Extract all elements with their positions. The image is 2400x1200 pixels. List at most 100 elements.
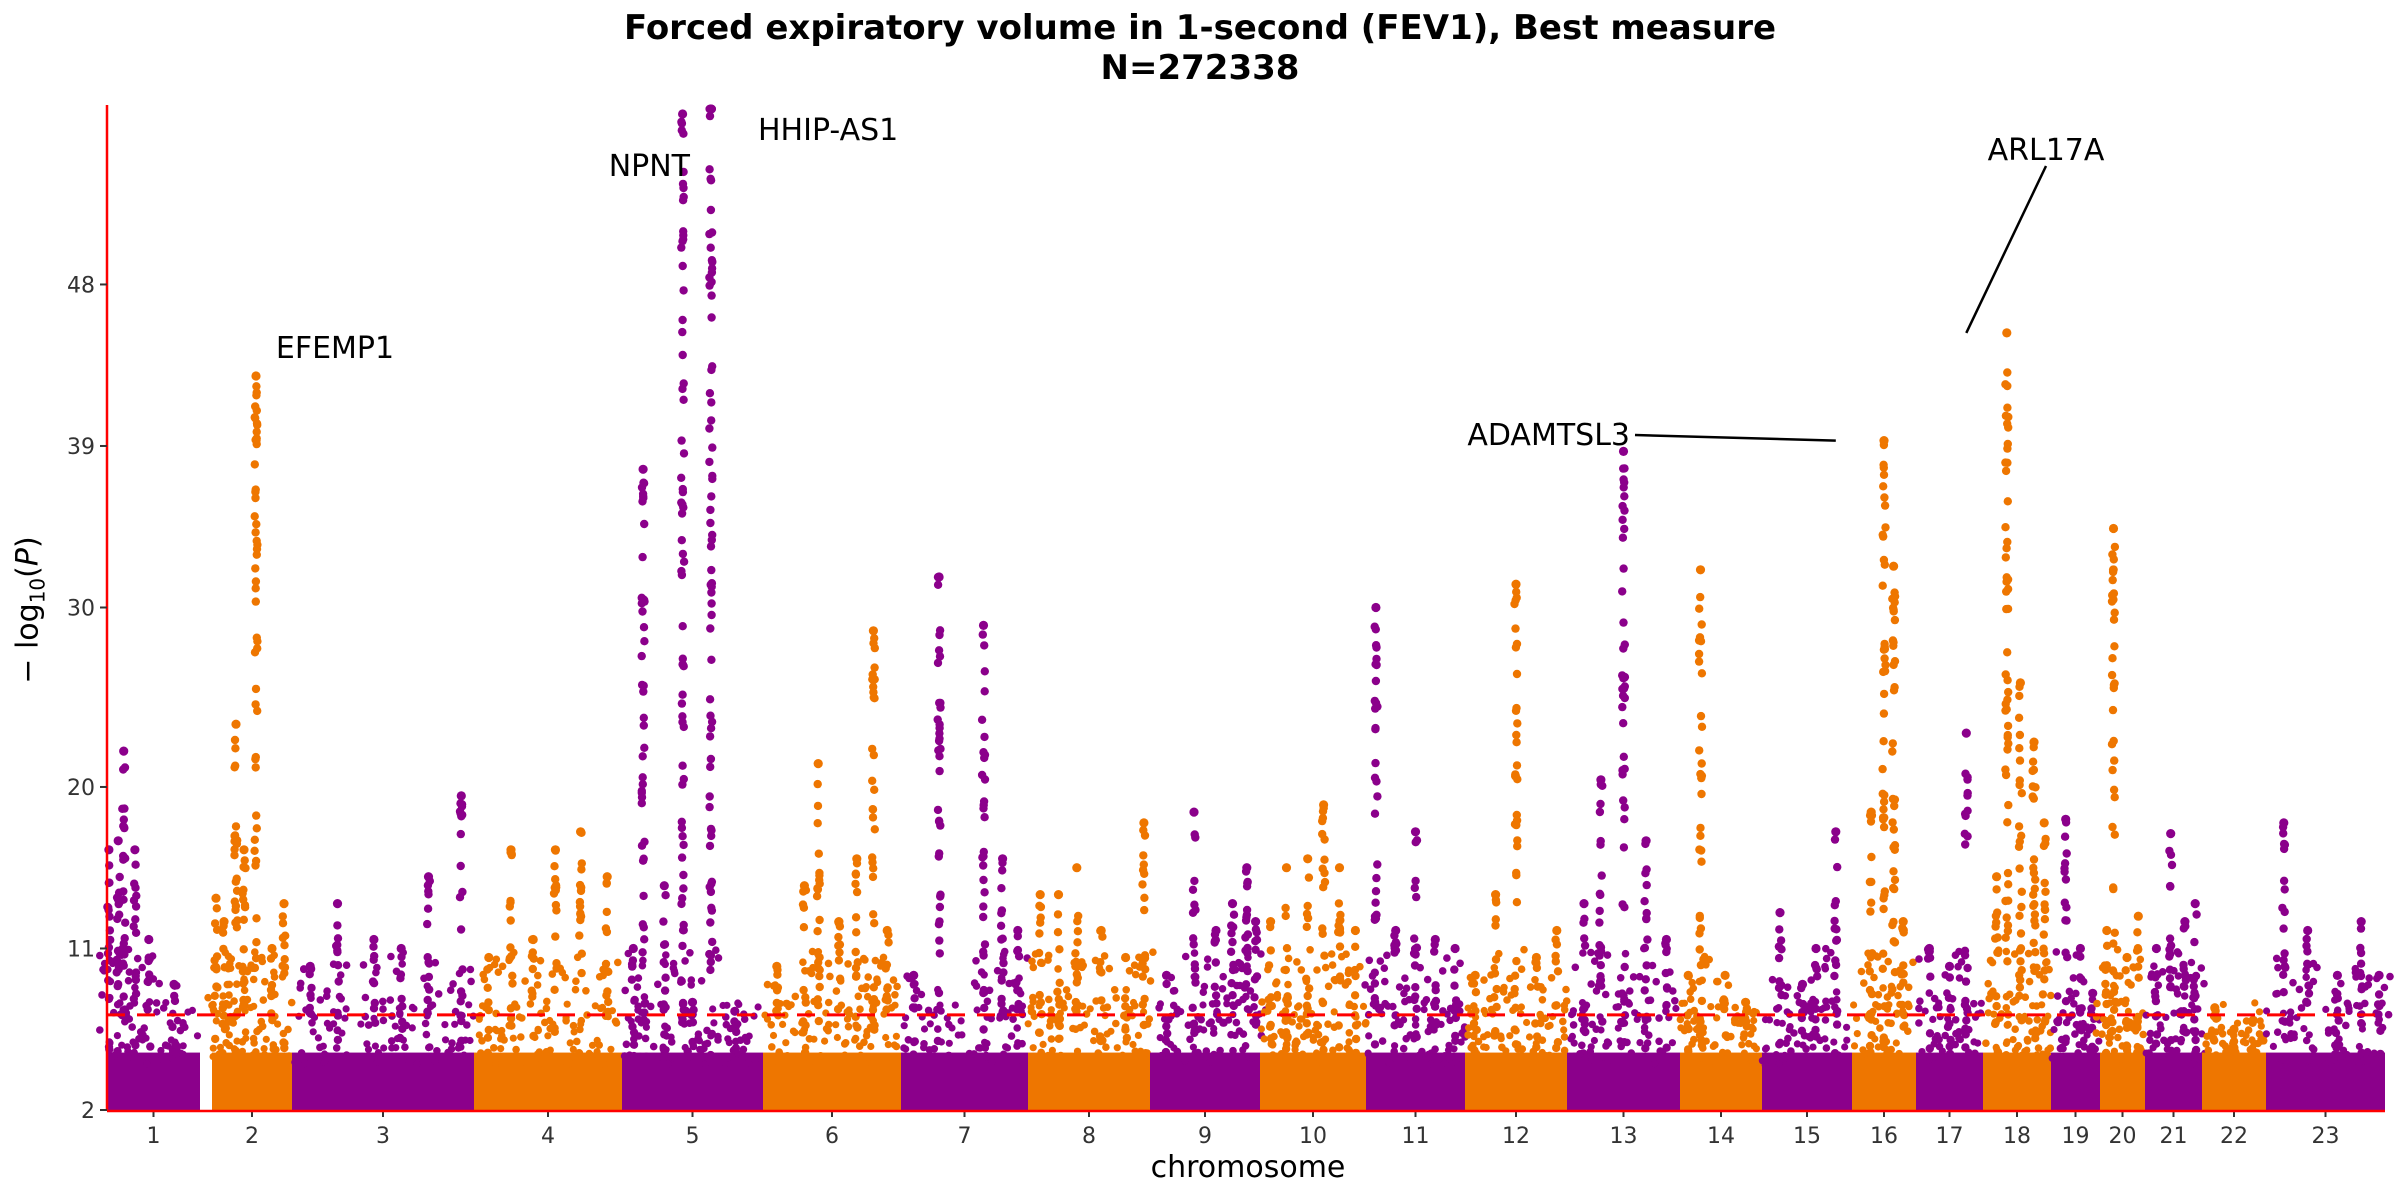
- snp-point: [2376, 1049, 2385, 1059]
- peak-snp-point: [1430, 934, 1440, 945]
- snp-point: [2180, 982, 2189, 991]
- peak-snp-point: [113, 836, 123, 846]
- snp-point: [1324, 982, 1333, 991]
- snp-point: [2158, 968, 2167, 976]
- snp-point: [380, 1044, 388, 1052]
- snp-point: [2278, 1056, 2286, 1064]
- snp-point: [1880, 644, 1889, 654]
- snp-point: [1141, 1049, 1150, 1057]
- peak-snp-point: [1511, 579, 1521, 589]
- snp-point: [640, 1015, 648, 1023]
- snp-point: [1399, 1044, 1408, 1053]
- snp-point: [498, 1031, 506, 1040]
- snp-point: [2015, 744, 2024, 753]
- snp-point: [231, 1046, 240, 1055]
- snp-point: [833, 1033, 842, 1042]
- snp-point: [2091, 1045, 2099, 1053]
- snp-point: [1900, 1021, 1909, 1029]
- snp-point: [1378, 1037, 1387, 1045]
- snp-point: [574, 1049, 584, 1058]
- snp-point: [1860, 979, 1868, 987]
- snp-point: [1265, 1022, 1275, 1031]
- snp-point: [1884, 957, 1892, 966]
- snp-point: [801, 998, 810, 1007]
- snp-point: [790, 1056, 798, 1064]
- snp-point: [146, 1042, 155, 1051]
- snp-point: [1122, 954, 1130, 962]
- snp-point: [233, 980, 241, 988]
- snp-point: [1513, 719, 1522, 728]
- snp-point: [1411, 1021, 1420, 1029]
- snp-point: [423, 995, 432, 1005]
- snp-point: [456, 829, 465, 839]
- snp-point: [1952, 1029, 1960, 1038]
- snp-point: [1697, 996, 1707, 1006]
- snp-point: [783, 999, 791, 1008]
- snp-point: [2039, 930, 2048, 939]
- snp-point: [99, 965, 107, 974]
- snp-point: [1971, 1049, 1979, 1058]
- chromosome-22-series: [2202, 999, 2268, 1110]
- snp-point: [1807, 976, 1815, 984]
- snp-point: [1223, 1000, 1231, 1008]
- snp-point: [679, 395, 688, 404]
- snp-point: [1086, 1005, 1094, 1013]
- snp-point: [1035, 929, 1044, 938]
- snp-point: [2108, 765, 2117, 775]
- snp-point: [2117, 1055, 2125, 1063]
- points-layer: [96, 104, 2394, 1110]
- snp-point: [706, 624, 715, 633]
- snp-point: [582, 987, 590, 995]
- snp-point: [1867, 898, 1876, 907]
- snp-point: [1034, 1028, 1044, 1037]
- snp-point: [1812, 964, 1821, 973]
- snp-point: [251, 577, 261, 586]
- snp-point: [771, 1057, 779, 1065]
- snp-point: [1879, 555, 1889, 565]
- snp-point: [640, 999, 649, 1008]
- chromosome-2-series: [204, 371, 296, 1110]
- snp-point: [1511, 643, 1521, 652]
- snp-point: [528, 948, 537, 957]
- snp-point: [2356, 943, 2365, 953]
- snp-point: [2108, 567, 2118, 577]
- snp-point: [2075, 1004, 2084, 1013]
- snp-point: [2358, 1020, 2366, 1029]
- snp-point: [1880, 666, 1890, 676]
- snp-point: [1652, 977, 1660, 986]
- snp-point: [426, 1002, 435, 1011]
- snp-point: [485, 963, 494, 972]
- snp-point: [1282, 944, 1292, 953]
- snp-point: [708, 474, 717, 484]
- snp-point: [661, 1022, 669, 1031]
- snp-point: [1318, 929, 1327, 938]
- snp-point: [119, 887, 128, 896]
- snp-point: [1946, 1005, 1955, 1014]
- snp-point: [2054, 1018, 2063, 1027]
- snp-point: [455, 893, 465, 902]
- snp-point: [1513, 775, 1522, 784]
- snp-point: [707, 277, 716, 287]
- snp-point: [113, 1000, 122, 1009]
- snp-point: [1371, 704, 1380, 713]
- x-tick-label: 19: [2062, 1124, 2090, 1149]
- snp-point: [498, 1059, 506, 1067]
- snp-point: [933, 805, 943, 815]
- snp-point: [425, 1043, 434, 1051]
- snp-point: [1054, 1012, 1062, 1021]
- snp-point: [1560, 1046, 1569, 1055]
- snp-point: [933, 1036, 943, 1046]
- snp-point: [1648, 961, 1657, 970]
- snp-point: [998, 934, 1007, 943]
- snp-point: [1402, 984, 1411, 993]
- snp-point: [864, 973, 872, 981]
- snp-point: [677, 978, 685, 986]
- snp-point: [2286, 1008, 2295, 1016]
- peak-snp-point: [638, 464, 648, 474]
- snp-point: [333, 921, 342, 930]
- snp-point: [1879, 709, 1889, 718]
- snp-point: [670, 967, 679, 975]
- snp-point: [1295, 1052, 1303, 1060]
- snp-point: [1190, 830, 1199, 839]
- snp-point: [1904, 1027, 1912, 1035]
